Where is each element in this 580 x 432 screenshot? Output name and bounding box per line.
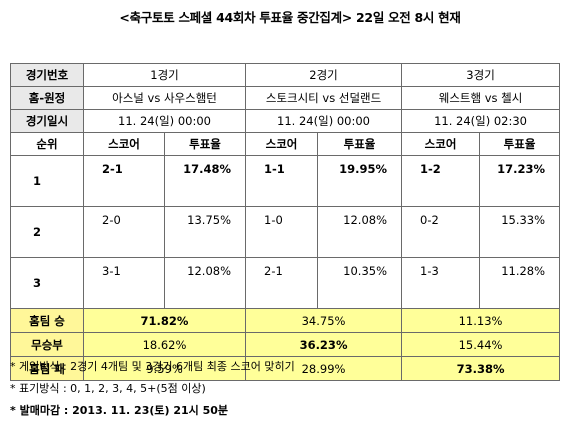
notes: * 게임방식 : 2경기 4개팀 및 3경기 6개팀 최종 스코어 맞히기 * … xyxy=(10,359,295,425)
rank-number: 3 xyxy=(10,257,84,309)
game-number-label: 경기번호 xyxy=(10,63,84,87)
game-3-score: 1-3 xyxy=(401,257,481,309)
game-3-datetime: 11. 24(일) 02:30 xyxy=(401,109,561,133)
rank-row: 3 3-1 12.08% 2-1 10.35% 1-3 11.28% xyxy=(10,257,561,309)
home-loss-row: 홈팀 패 9.59% 28.99% 73.38% xyxy=(10,356,561,381)
rank-number: 2 xyxy=(10,206,84,258)
home-loss-label: 홈팀 패 xyxy=(10,356,84,381)
note-game-method: * 게임방식 : 2경기 4개팀 및 3경기 6개팀 최종 스코어 맞히기 xyxy=(10,360,295,373)
game-2-score: 2-1 xyxy=(245,257,319,309)
game-1-datetime: 11. 24(일) 00:00 xyxy=(82,109,247,133)
game-1-rate-header: 투표율 xyxy=(163,132,247,156)
game-2-rate-header: 투표율 xyxy=(317,132,403,156)
game-1-score: 2-0 xyxy=(83,206,165,258)
game-2-score-header: 스코어 xyxy=(245,132,319,156)
game-1-score: 2-1 xyxy=(83,155,165,207)
home-win-row: 홈팀 승 71.82% 34.75% 11.13% xyxy=(10,308,561,333)
game-1-home-win: 71.82% xyxy=(82,308,247,333)
rank-header: 순위 xyxy=(10,132,84,156)
game-3-score: 0-2 xyxy=(401,206,481,258)
game-1-rate: 17.48% xyxy=(163,155,247,207)
game-3-home-win: 11.13% xyxy=(401,308,561,333)
game-3-rate-header: 투표율 xyxy=(479,132,561,156)
game-3-score: 1-2 xyxy=(401,155,481,207)
game-2-teams: 스토크시티 vs 선덜랜드 xyxy=(245,86,403,110)
game-2-rate: 12.08% xyxy=(317,206,403,258)
game-2-draw: 36.23% xyxy=(245,332,403,357)
game-2-datetime: 11. 24(일) 00:00 xyxy=(245,109,403,133)
game-1-teams: 아스널 vs 사우스햄턴 xyxy=(82,86,247,110)
teams-row: 홈-원정 아스널 vs 사우스햄턴 스토크시티 vs 선덜랜드 웨스트햄 vs … xyxy=(10,86,561,110)
page-title: <축구토토 스페셜 44회차 투표율 중간집계> 22일 오전 8시 현재 xyxy=(119,10,461,25)
game-3-number: 3경기 xyxy=(401,63,561,87)
game-3-draw: 15.44% xyxy=(401,332,561,357)
game-2-number: 2경기 xyxy=(245,63,403,87)
game-number-row: 경기번호 1경기 2경기 3경기 xyxy=(10,63,561,87)
game-2-rate: 19.95% xyxy=(317,155,403,207)
rank-number: 1 xyxy=(10,155,84,207)
game-3-rate: 17.23% xyxy=(479,155,561,207)
draw-label: 무승부 xyxy=(10,332,84,357)
vote-rate-table: 경기번호 1경기 2경기 3경기 홈-원정 아스널 vs 사우스햄턴 스토크시티… xyxy=(10,63,561,381)
game-2-rate: 10.35% xyxy=(317,257,403,309)
game-3-rate: 15.33% xyxy=(479,206,561,258)
note-deadline: * 발매마감 : 2013. 11. 23(토) 21시 50분 xyxy=(10,404,229,417)
game-3-home-loss: 73.38% xyxy=(401,356,561,381)
game-2-score: 1-0 xyxy=(245,206,319,258)
game-1-score: 3-1 xyxy=(83,257,165,309)
game-1-rate: 12.08% xyxy=(163,257,247,309)
datetime-label: 경기일시 xyxy=(10,109,84,133)
game-3-teams: 웨스트햄 vs 첼시 xyxy=(401,86,561,110)
game-3-rate: 11.28% xyxy=(479,257,561,309)
note-notation: * 표기방식 : 0, 1, 2, 3, 4, 5+(5점 이상) xyxy=(10,382,206,395)
game-1-score-header: 스코어 xyxy=(83,132,165,156)
home-away-label: 홈-원정 xyxy=(10,86,84,110)
game-2-score: 1-1 xyxy=(245,155,319,207)
datetime-row: 경기일시 11. 24(일) 00:00 11. 24(일) 00:00 11.… xyxy=(10,109,561,133)
game-1-number: 1경기 xyxy=(82,63,247,87)
column-header-row: 순위 스코어 투표율 스코어 투표율 스코어 투표율 xyxy=(10,132,561,156)
game-1-rate: 13.75% xyxy=(163,206,247,258)
game-1-draw: 18.62% xyxy=(82,332,247,357)
home-win-label: 홈팀 승 xyxy=(10,308,84,333)
game-2-home-win: 34.75% xyxy=(245,308,403,333)
rank-row: 1 2-1 17.48% 1-1 19.95% 1-2 17.23% xyxy=(10,155,561,207)
rank-row: 2 2-0 13.75% 1-0 12.08% 0-2 15.33% xyxy=(10,206,561,258)
draw-row: 무승부 18.62% 36.23% 15.44% xyxy=(10,332,561,357)
game-2-home-loss: 28.99% xyxy=(245,356,403,381)
game-3-score-header: 스코어 xyxy=(401,132,481,156)
